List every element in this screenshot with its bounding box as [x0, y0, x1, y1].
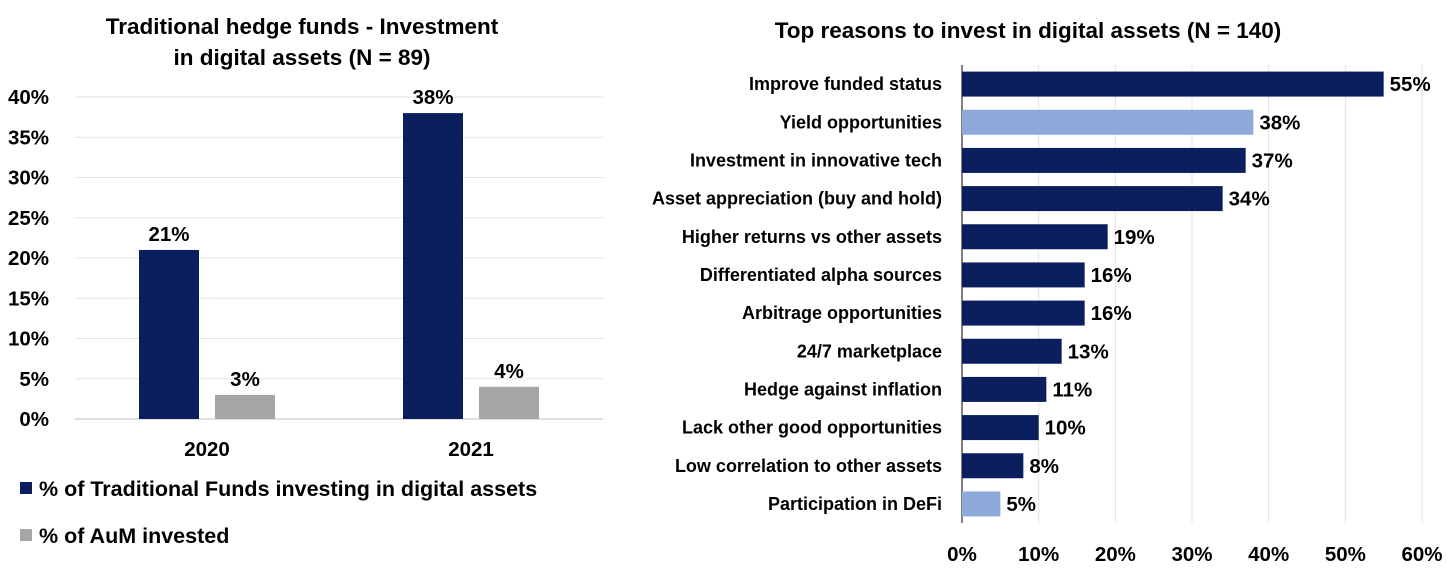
right-category-label: Yield opportunities	[780, 112, 942, 132]
right-category-label: Higher returns vs other assets	[682, 227, 942, 247]
right-bar-data-label: 8%	[1029, 455, 1059, 478]
right-category-label: Low correlation to other assets	[675, 456, 942, 476]
right-bar-data-label: 5%	[1006, 493, 1036, 516]
left-y-tick-label: 35%	[8, 126, 49, 149]
right-x-tick-label: 30%	[1171, 543, 1212, 566]
right-bar-2	[962, 109, 1254, 135]
left-y-tick-label: 0%	[19, 408, 49, 431]
right-category-label: Differentiated alpha sources	[700, 265, 942, 285]
left-y-tick-label: 25%	[8, 207, 49, 230]
right-category-label: Improve funded status	[749, 74, 942, 94]
right-x-tick-label: 0%	[947, 543, 977, 566]
right-x-tick-label: 20%	[1095, 543, 1136, 566]
left-y-tick-label: 30%	[8, 167, 49, 190]
right-bar-data-label: 55%	[1390, 73, 1431, 96]
left-y-tick-label: 15%	[8, 287, 49, 310]
right-bar-data-label: 13%	[1068, 340, 1109, 363]
right-x-tick-label: 50%	[1325, 543, 1366, 566]
left-y-tick-label: 20%	[8, 247, 49, 270]
right-category-label: Participation in DeFi	[768, 494, 942, 514]
right-bar-data-label: 38%	[1259, 111, 1300, 134]
right-category-label: Investment in innovative tech	[690, 150, 942, 170]
left-chart: Traditional hedge funds - Investment in …	[8, 14, 603, 548]
legend-swatch	[20, 482, 32, 494]
left-bar-data-label: 38%	[412, 86, 453, 109]
right-bar-3	[962, 147, 1246, 173]
right-bar-data-label: 11%	[1052, 378, 1092, 401]
legend-label: % of AuM invested	[39, 524, 229, 548]
right-chart-title: Top reasons to invest in digital assets …	[775, 18, 1282, 43]
left-bar-data-label: 4%	[494, 360, 524, 383]
right-bar-1	[962, 71, 1384, 97]
left-y-tick-label: 40%	[8, 86, 49, 109]
right-bar-data-label: 37%	[1252, 149, 1293, 172]
left-bar-2020-series-2	[215, 394, 275, 419]
right-category-label: 24/7 marketplace	[797, 341, 942, 361]
right-category-label: Hedge against inflation	[744, 379, 942, 399]
right-bar-10	[962, 415, 1039, 441]
left-bar-data-label: 21%	[148, 223, 189, 246]
left-y-tick-label: 5%	[19, 368, 49, 391]
left-x-category-label: 2021	[448, 438, 494, 461]
left-x-category-label: 2020	[184, 438, 230, 461]
right-bar-7	[962, 300, 1085, 326]
right-bar-6	[962, 262, 1085, 288]
left-chart-title-line-1: Traditional hedge funds - Investment	[106, 14, 499, 39]
right-category-label: Asset appreciation (buy and hold)	[652, 189, 942, 209]
left-bar-2020-series-1	[139, 249, 199, 419]
right-bar-data-label: 16%	[1091, 264, 1132, 287]
right-x-tick-label: 40%	[1248, 543, 1289, 566]
right-bar-11	[962, 453, 1024, 479]
right-bar-data-label: 16%	[1091, 302, 1132, 325]
right-bar-8	[962, 338, 1062, 364]
left-y-tick-label: 10%	[8, 328, 49, 351]
right-x-tick-label: 10%	[1018, 543, 1059, 566]
right-bar-12	[962, 491, 1001, 517]
left-bar-2021-series-1	[403, 113, 463, 419]
left-bar-2021-series-2	[479, 386, 539, 419]
right-bar-9	[962, 376, 1047, 402]
right-bar-4	[962, 186, 1223, 212]
right-bar-data-label: 19%	[1114, 226, 1155, 249]
right-category-label: Arbitrage opportunities	[742, 303, 942, 323]
right-x-tick-label: 60%	[1401, 543, 1442, 566]
legend-label: % of Traditional Funds investing in digi…	[39, 477, 537, 501]
right-category-label: Lack other good opportunities	[682, 418, 942, 438]
left-bar-data-label: 3%	[230, 368, 260, 391]
left-chart-title-line-2: in digital assets (N = 89)	[174, 45, 431, 70]
right-bar-data-label: 10%	[1045, 417, 1086, 440]
right-bar-5	[962, 224, 1108, 250]
right-chart: Top reasons to invest in digital assets …	[652, 18, 1443, 566]
legend-swatch	[20, 529, 32, 541]
right-bar-data-label: 34%	[1229, 188, 1270, 211]
